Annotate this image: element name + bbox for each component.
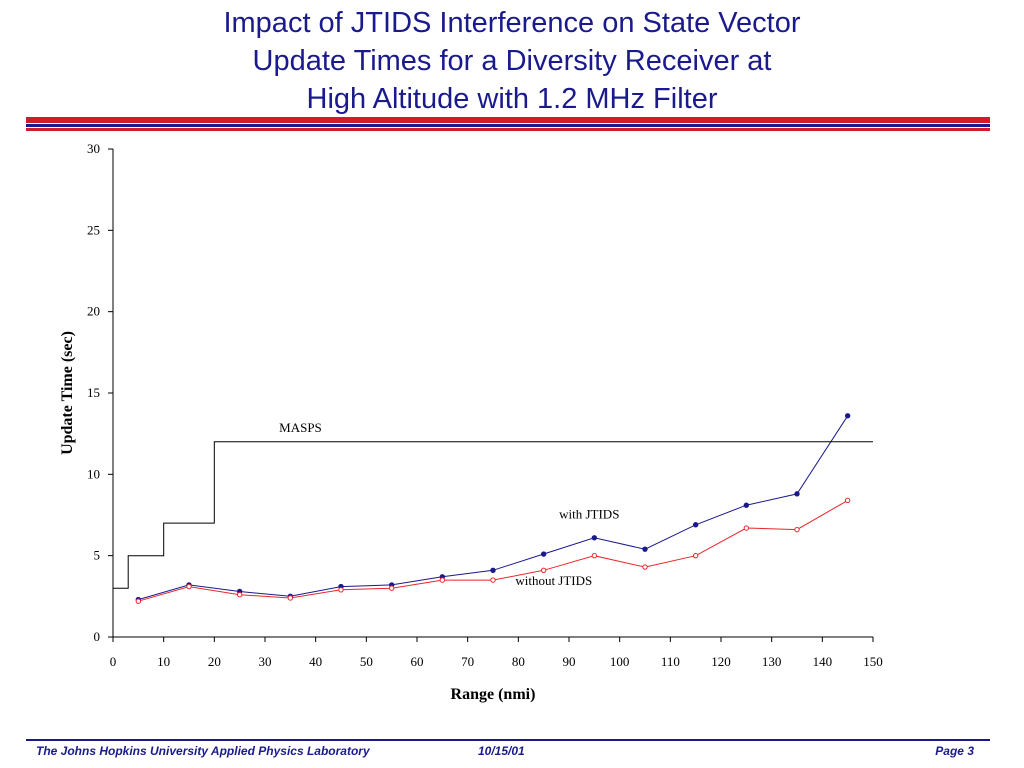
x-tick-label: 70 <box>461 654 474 669</box>
data-point-without-jtids <box>338 587 344 593</box>
data-point-with-jtids <box>794 491 800 497</box>
footer-page-number: Page 3 <box>935 744 974 758</box>
y-tick-label: 5 <box>94 548 101 563</box>
data-point-without-jtids <box>743 525 750 531</box>
data-point-with-jtids <box>743 502 750 508</box>
data-point-without-jtids <box>135 598 142 604</box>
slide-title: Impact of JTIDS Interference on State Ve… <box>0 4 1024 118</box>
data-point-with-jtids <box>591 535 598 541</box>
data-point-with-jtids <box>844 413 851 419</box>
x-tick-label: 80 <box>512 654 525 669</box>
x-tick-label: 50 <box>360 654 373 669</box>
title-line-3: High Altitude with 1.2 MHz Filter <box>306 83 718 115</box>
y-axis-title: Update Time (sec) <box>59 331 76 455</box>
y-tick-label: 0 <box>94 629 101 644</box>
y-tick-label: 25 <box>87 222 100 237</box>
title-line-1: Impact of JTIDS Interference on State Ve… <box>223 7 801 39</box>
data-point-without-jtids <box>287 595 294 601</box>
series-line-without-jtids <box>138 499 848 602</box>
x-tick-label: 10 <box>157 654 170 669</box>
footer-rule <box>26 739 990 741</box>
data-point-without-jtids <box>540 567 547 574</box>
header-rule-red-bottom <box>26 128 990 131</box>
data-point-with-jtids <box>540 551 547 557</box>
data-point-without-jtids <box>591 552 598 559</box>
series-line-masps <box>113 441 873 589</box>
x-tick-label: 90 <box>563 654 576 669</box>
x-tick-label: 120 <box>711 654 731 669</box>
data-point-without-jtids <box>490 577 496 583</box>
header-rule-navy <box>26 124 990 127</box>
x-tick-label: 150 <box>863 654 883 669</box>
y-tick-label: 20 <box>87 304 100 319</box>
header-rule-red-top <box>26 117 990 123</box>
data-point-without-jtids <box>439 577 446 583</box>
annotation-with-jtids: with JTIDS <box>559 506 619 521</box>
x-tick-label: 60 <box>411 654 424 669</box>
footer-date: 10/15/01 <box>478 744 525 758</box>
y-tick-label: 30 <box>87 141 100 156</box>
data-point-without-jtids <box>642 564 648 570</box>
x-tick-label: 110 <box>661 654 680 669</box>
data-point-with-jtids <box>642 546 648 552</box>
data-point-without-jtids <box>692 552 699 559</box>
annotation-masps: MASPS <box>279 420 322 435</box>
data-point-without-jtids <box>794 526 800 533</box>
x-tick-label: 0 <box>110 654 117 669</box>
footer-organization: The Johns Hopkins University Applied Phy… <box>36 744 370 758</box>
x-tick-label: 20 <box>208 654 221 669</box>
data-point-without-jtids <box>236 592 243 598</box>
y-tick-label: 15 <box>87 385 100 400</box>
x-tick-label: 40 <box>309 654 322 669</box>
x-tick-label: 130 <box>762 654 782 669</box>
x-axis-title: Range (nmi) <box>451 686 536 703</box>
annotation-without-jtids: without JTIDS <box>515 573 592 588</box>
data-point-without-jtids <box>388 585 395 591</box>
title-line-2: Update Times for a Diversity Receiver at <box>252 45 772 77</box>
data-point-without-jtids <box>186 583 192 590</box>
x-tick-label: 30 <box>259 654 272 669</box>
data-point-without-jtids <box>844 497 851 504</box>
x-tick-label: 140 <box>813 654 833 669</box>
y-tick-label: 10 <box>87 466 100 481</box>
data-point-with-jtids <box>692 522 699 528</box>
data-point-with-jtids <box>490 567 496 574</box>
x-tick-label: 100 <box>610 654 630 669</box>
